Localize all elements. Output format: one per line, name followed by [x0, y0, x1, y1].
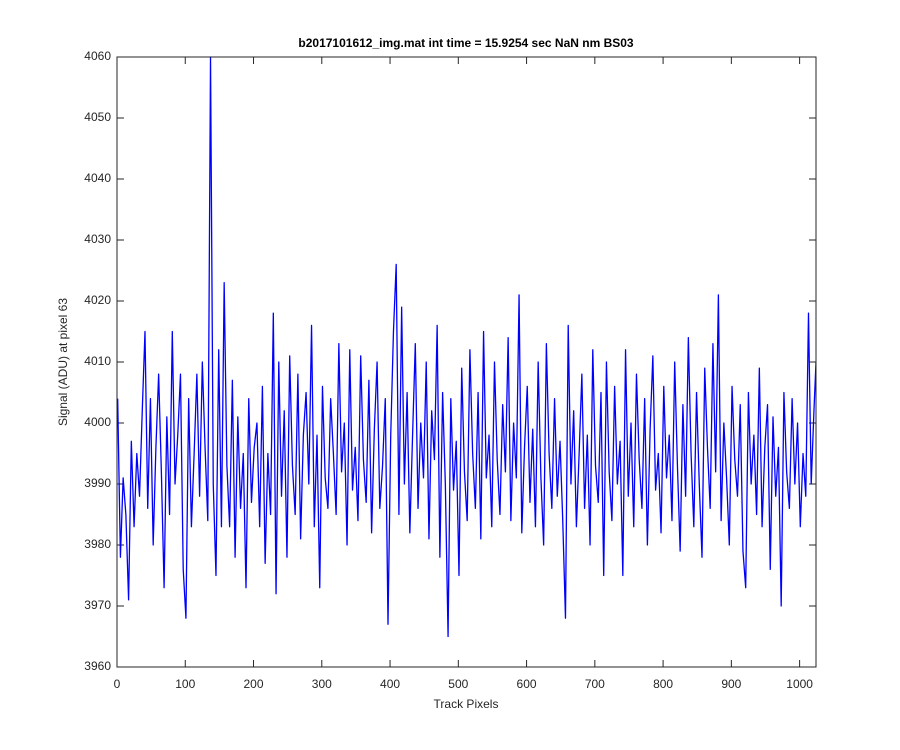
x-tick-label: 700 [585, 677, 605, 691]
x-tick-label: 800 [653, 677, 673, 691]
chart-title: b2017101612_img.mat int time = 15.9254 s… [298, 36, 634, 50]
y-tick-label: 4020 [84, 293, 111, 307]
x-tick-label: 500 [448, 677, 468, 691]
x-tick-label: 400 [380, 677, 400, 691]
y-tick-label: 3960 [84, 659, 111, 673]
y-axis-label: Signal (ADU) at pixel 63 [56, 298, 70, 426]
y-tick-label: 3980 [84, 537, 111, 551]
x-axis-label: Track Pixels [434, 697, 499, 711]
x-tick-label: 100 [175, 677, 195, 691]
x-tick-label: 1000 [786, 677, 813, 691]
y-tick-label: 4010 [84, 354, 111, 368]
y-tick-label: 3990 [84, 476, 111, 490]
plot-area [116, 56, 817, 668]
data-line [117, 56, 816, 638]
y-tick-label: 4040 [84, 171, 111, 185]
x-tick-label: 900 [721, 677, 741, 691]
y-tick-label: 4050 [84, 110, 111, 124]
y-tick-label: 4060 [84, 49, 111, 63]
x-tick-label: 200 [244, 677, 264, 691]
x-tick-label: 300 [312, 677, 332, 691]
x-tick-label: 600 [517, 677, 537, 691]
y-tick-label: 4000 [84, 415, 111, 429]
y-tick-label: 3970 [84, 598, 111, 612]
plot-border [116, 56, 817, 668]
y-tick-label: 4030 [84, 232, 111, 246]
x-tick-label: 0 [114, 677, 121, 691]
